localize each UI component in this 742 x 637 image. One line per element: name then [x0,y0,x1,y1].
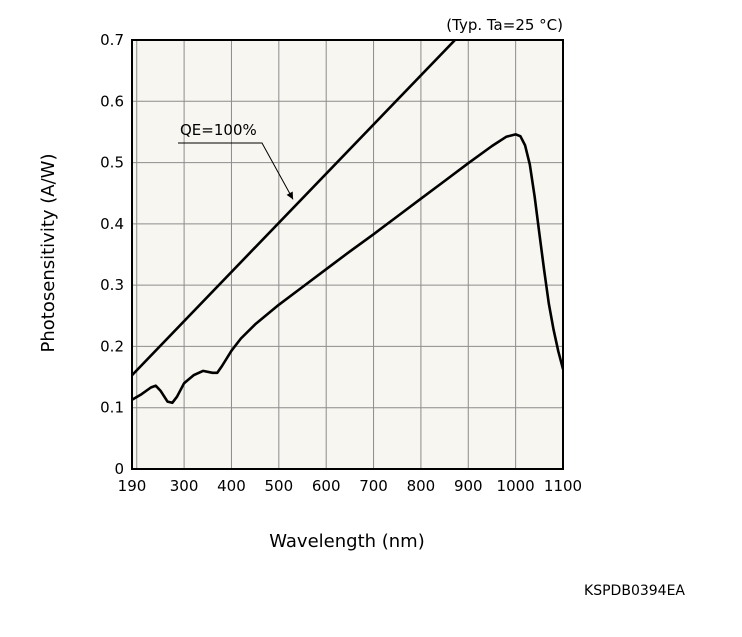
y-tick-label: 0 [114,460,124,478]
y-axis-title: Photosensitivity (A/W) [38,154,59,353]
series-line-qe100 [132,40,457,377]
qe-annotation-arrowhead [286,191,294,200]
y-tick-label: 0.3 [100,276,124,294]
x-tick-label: 800 [407,477,436,495]
plot-border [131,39,564,470]
plot-area [131,39,564,470]
y-tick-label: 0.7 [100,31,124,49]
tick-labels: 190 300 400 500 600 700 800 900 1000 1100 0 0.1 0.2 0… [100,31,582,495]
y-tick-label: 0.2 [100,337,124,355]
y-tick-label: 0.4 [100,215,124,233]
x-tick-label: 500 [265,477,294,495]
series-line-photosensitivity [132,133,563,405]
qe-annotation-leader [178,142,294,200]
x-tick-label: 700 [359,477,388,495]
y-tick-label: 0.5 [100,154,124,172]
x-tick-label: 300 [170,477,199,495]
x-tick-label: 400 [217,477,246,495]
condition-note: (Typ. Ta=25 °C) [446,16,563,34]
x-tick-label: 600 [312,477,341,495]
qe-annotation-label: QE=100% [180,121,257,139]
x-axis-title: Wavelength (nm) [269,531,425,552]
x-tick-label: 900 [454,477,483,495]
x-tick-label: 190 [118,477,147,495]
x-tick-label: 1000 [497,477,535,495]
y-tick-label: 0.6 [100,92,124,110]
y-tick-label: 0.1 [100,399,124,417]
x-tick-label: 1100 [544,477,582,495]
figure-code: KSPDB0394EA [584,583,685,599]
